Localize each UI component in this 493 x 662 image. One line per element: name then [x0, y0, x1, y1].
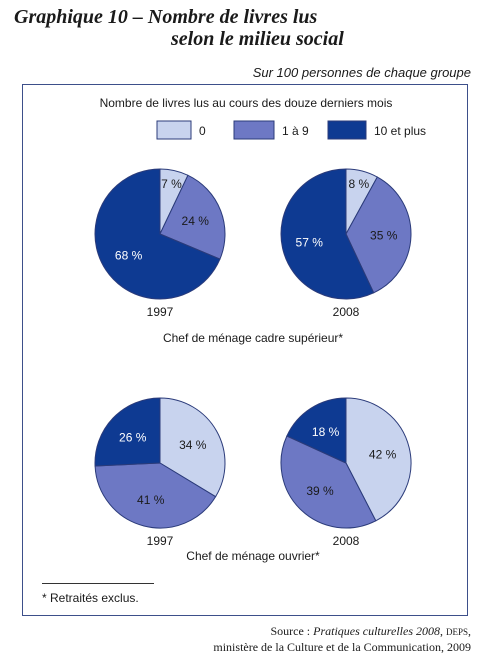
pie-label-g1-p0-s0: 34 % [179, 438, 207, 452]
pie-slice-g0-p1-s1 [345, 176, 412, 294]
title-line-2: selon le milieu social [171, 28, 344, 50]
pie-label-g0-p0-s2: 68 % [115, 248, 143, 262]
pie-slice-g0-p1-s2 [280, 168, 375, 300]
chart-title: Graphique 10 – Nombre de livres lus selo… [14, 6, 344, 50]
pie-slice-g1-p1-s0 [345, 397, 412, 522]
source-title: Pratiques culturelles 2008 [313, 624, 440, 638]
chart-subtitle: Sur 100 personnes de chaque groupe [252, 65, 471, 80]
pie-label-g1-p1-s2: 18 % [312, 425, 340, 439]
chart-heading: Nombre de livres lus au cours des douze … [100, 96, 393, 110]
pie-slice-g1-p1-s2 [286, 397, 347, 464]
pie-label-g1-p0-s1: 41 % [137, 493, 165, 507]
legend-swatch-1 [233, 120, 275, 140]
pie-label-g0-p0-s0: 7 % [161, 177, 182, 191]
title-line-1: Graphique 10 – Nombre de livres lus [14, 6, 318, 28]
pie-label-g1-p1-s0: 42 % [369, 448, 397, 462]
pie-year-g1-p1: 2008 [333, 534, 360, 548]
footnote-divider [42, 583, 154, 584]
pie-slice-g1-p0-s2 [94, 397, 161, 467]
pie-label-g0-p1-s0: 8 % [349, 177, 370, 191]
pie-slice-g0-p0-s2 [94, 168, 221, 300]
group-title-1: Chef de ménage ouvrier* [186, 549, 320, 563]
source-org: DEPS [445, 627, 468, 637]
source-note: Source : Pratiques culturelles 2008, DEP… [213, 624, 471, 655]
pie-label-g1-p1-s1: 39 % [306, 484, 334, 498]
pie-label-g1-p0-s2: 26 % [119, 431, 147, 445]
legend-label-2: 10 et plus [374, 124, 426, 138]
pie-label-g0-p1-s1: 35 % [370, 229, 398, 243]
footnote: * Retraités exclus. [42, 591, 139, 605]
legend-label-1: 1 à 9 [282, 124, 309, 138]
legend-swatch-0 [156, 120, 192, 140]
source-suffix: , [468, 624, 471, 638]
pie-year-g0-p0: 1997 [147, 305, 174, 319]
legend-swatch-2 [327, 120, 367, 140]
source-prefix: Source : [270, 624, 314, 638]
pie-slice-g1-p1-s1 [280, 435, 377, 529]
pie-year-g0-p1: 2008 [333, 305, 360, 319]
group-title-0: Chef de ménage cadre supérieur* [163, 331, 343, 345]
pie-label-g0-p0-s1: 24 % [182, 214, 210, 228]
source-line-2: ministère de la Culture et de la Communi… [213, 640, 471, 654]
pie-slice-g0-p0-s1 [159, 174, 226, 260]
source-sep: , [439, 624, 446, 638]
pie-year-g1-p0: 1997 [147, 534, 174, 548]
legend-label-0: 0 [199, 124, 206, 138]
pie-slice-g1-p0-s1 [94, 462, 217, 529]
pie-slice-g1-p0-s0 [159, 397, 226, 498]
pie-label-g0-p1-s2: 57 % [296, 236, 324, 250]
chart-frame [22, 84, 468, 616]
